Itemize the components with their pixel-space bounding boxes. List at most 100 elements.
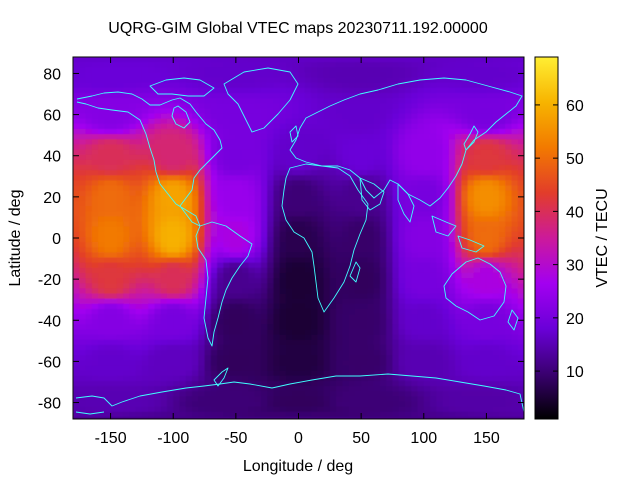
vtec-cell — [342, 113, 350, 120]
vtec-cell — [298, 303, 306, 310]
vtec-cell — [455, 267, 462, 274]
vtec-cell — [392, 200, 400, 207]
vtec-cell — [129, 72, 137, 79]
vtec-cell — [135, 206, 143, 212]
vtec-cell — [91, 257, 99, 264]
vtec-cell — [517, 242, 524, 248]
vtec-cell — [505, 370, 513, 377]
vtec-cell — [179, 134, 187, 140]
vtec-cell — [235, 278, 243, 284]
vtec-cell — [223, 288, 231, 295]
vtec-cell — [198, 185, 206, 192]
vtec-cell — [116, 375, 124, 382]
vtec-cell — [85, 236, 93, 243]
vtec-cell — [367, 360, 375, 367]
vtec-cell — [267, 149, 275, 156]
vtec-cell — [348, 386, 356, 392]
vtec-cell — [235, 303, 243, 310]
vtec-cell — [379, 195, 387, 202]
vtec-cell — [329, 170, 337, 176]
vtec-cell — [455, 159, 462, 166]
vtec-cell — [160, 278, 168, 284]
vtec-cell — [129, 262, 137, 269]
vtec-cell — [79, 226, 87, 233]
vtec-cell — [423, 257, 431, 264]
vtec-cell — [254, 288, 262, 295]
vtec-cell — [254, 267, 262, 274]
vtec-cell — [91, 170, 99, 176]
vtec-cell — [342, 329, 350, 336]
vtec-cell — [379, 226, 387, 233]
vtec-cell — [179, 98, 187, 104]
vtec-cell — [392, 247, 400, 253]
vtec-cell — [423, 236, 431, 243]
vtec-cell — [85, 67, 93, 74]
vtec-cell — [98, 303, 105, 310]
vtec-cell — [273, 350, 281, 356]
vtec-cell — [192, 159, 199, 166]
vtec-cell — [73, 118, 80, 125]
vtec-cell — [511, 200, 519, 207]
vtec-cell — [235, 180, 243, 187]
vtec-cell — [110, 355, 118, 361]
vtec-cell — [461, 200, 469, 207]
vtec-cell — [98, 134, 105, 140]
vtec-cell — [361, 206, 368, 212]
vtec-cell — [367, 149, 375, 156]
vtec-cell — [404, 278, 412, 284]
vtec-cell — [311, 303, 318, 310]
vtec-cell — [267, 242, 275, 248]
vtec-cell — [217, 57, 224, 63]
vtec-cell — [135, 324, 143, 331]
vtec-cell — [373, 113, 381, 120]
vtec-cell — [160, 370, 168, 377]
vtec-cell — [116, 62, 124, 68]
vtec-cell — [198, 370, 206, 377]
vtec-cell — [129, 118, 137, 125]
vtec-cell — [166, 113, 174, 120]
vtec-cell — [179, 236, 187, 243]
vtec-cell — [517, 386, 524, 392]
vtec-cell — [423, 401, 431, 408]
vtec-cell — [129, 283, 137, 289]
vtec-cell — [404, 211, 412, 217]
vtec-cell — [279, 113, 287, 120]
vtec-cell — [79, 159, 87, 166]
vtec-cell — [317, 267, 325, 274]
vtec-cell — [442, 391, 450, 397]
vtec-cell — [461, 128, 469, 135]
vtec-cell — [404, 87, 412, 94]
vtec-cell — [79, 257, 87, 264]
vtec-cell — [223, 293, 231, 300]
vtec-cell — [329, 195, 337, 202]
vtec-cell — [198, 350, 206, 356]
vtec-cell — [292, 221, 300, 228]
vtec-cell — [404, 98, 412, 104]
vtec-cell — [98, 108, 105, 115]
vtec-cell — [417, 406, 425, 413]
vtec-cell — [254, 339, 262, 346]
vtec-cell — [392, 108, 400, 115]
vtec-cell — [279, 108, 287, 115]
vtec-cell — [229, 339, 237, 346]
vtec-cell — [248, 57, 256, 63]
vtec-cell — [386, 386, 394, 392]
vtec-cell — [279, 293, 287, 300]
vtec-cell — [217, 123, 224, 130]
vtec-cell — [423, 396, 431, 403]
vtec-cell — [85, 206, 93, 212]
vtec-cell — [129, 298, 137, 305]
vtec-cell — [210, 386, 218, 392]
vtec-cell — [141, 67, 149, 74]
vtec-cell — [98, 175, 105, 182]
vtec-cell — [442, 154, 450, 161]
vtec-cell — [148, 134, 156, 140]
vtec-cell — [505, 108, 513, 115]
vtec-cell — [442, 401, 450, 408]
vtec-cell — [254, 329, 262, 336]
vtec-cell — [430, 128, 437, 135]
vtec-cell — [304, 154, 312, 161]
vtec-cell — [104, 252, 112, 259]
vtec-cell — [285, 386, 293, 392]
vtec-cell — [260, 236, 268, 243]
